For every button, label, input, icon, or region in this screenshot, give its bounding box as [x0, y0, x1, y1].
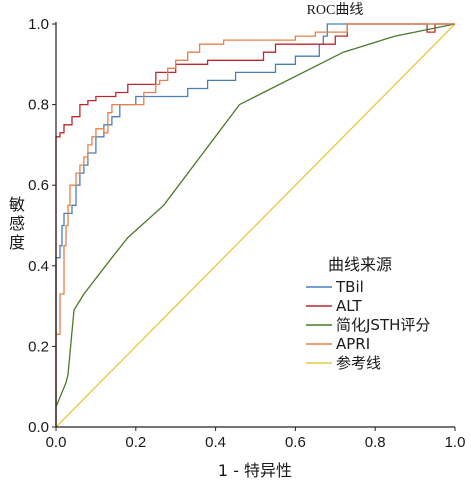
legend-label-3: APRI — [336, 335, 370, 353]
x-tick-label: 0.8 — [365, 434, 386, 451]
y-tick-label: 0.6 — [28, 177, 49, 194]
legend-title: 曲线来源 — [328, 255, 392, 274]
x-tick-label: 0.6 — [285, 434, 306, 451]
legend-label-1: ALT — [336, 297, 363, 315]
y-axis-title-char: 敏 — [9, 195, 25, 214]
series-line-4 — [55, 23, 456, 428]
series-layer — [55, 23, 456, 428]
x-axis-ticks: 0.0 0.2 0.4 0.6 0.8 1.0 — [46, 427, 466, 451]
y-axis-ticks: 0.0 0.2 0.4 0.6 0.8 1.0 — [28, 16, 56, 436]
y-tick-label: 1.0 — [28, 16, 49, 33]
legend-label-0: TBil — [335, 278, 364, 296]
y-tick-label: 0.8 — [28, 97, 49, 114]
x-tick-label: 0.0 — [46, 434, 67, 451]
y-tick-label: 0.2 — [28, 338, 49, 355]
x-tick-label: 0.2 — [125, 434, 146, 451]
y-tick-label: 0.4 — [28, 258, 49, 275]
x-axis-title: 1 - 特异性 — [218, 461, 292, 480]
x-tick-label: 1.0 — [445, 434, 466, 451]
y-axis-title-char: 度 — [9, 233, 25, 252]
x-tick-label: 0.4 — [205, 434, 226, 451]
series-line-3 — [55, 23, 455, 427]
series-line-2 — [55, 23, 456, 408]
chart-title: ROC曲线 — [307, 2, 364, 18]
legend-label-2: 简化JSTH评分 — [336, 316, 430, 334]
y-tick-label: 0.0 — [28, 419, 49, 436]
y-axis-title-char: 感 — [9, 214, 25, 233]
y-axis-title: 敏感度 — [9, 195, 25, 252]
legend-label-4: 参考线 — [336, 354, 381, 372]
series-line-0 — [55, 23, 455, 427]
